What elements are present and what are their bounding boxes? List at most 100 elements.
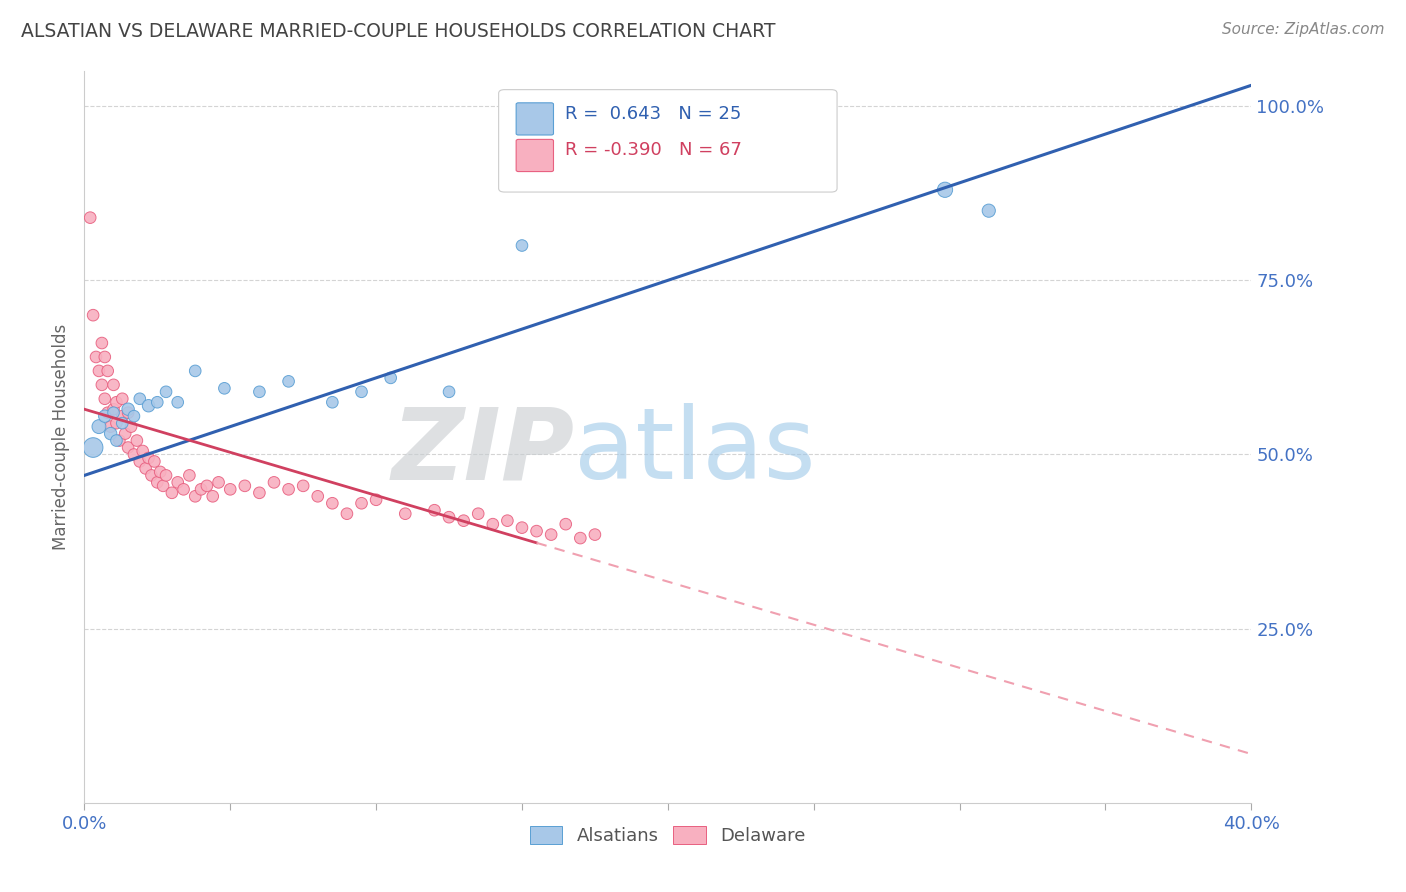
Point	[97, 406, 120, 420]
Point	[87, 364, 110, 378]
FancyBboxPatch shape	[516, 139, 554, 171]
Point	[138, 450, 160, 465]
Point	[496, 514, 519, 528]
Text: R =  0.643   N = 25: R = 0.643 N = 25	[565, 104, 741, 123]
Point	[249, 384, 271, 399]
Point	[108, 434, 131, 448]
Point	[155, 468, 177, 483]
Point	[437, 384, 460, 399]
Point	[166, 395, 188, 409]
Text: atlas: atlas	[575, 403, 815, 500]
Point	[214, 381, 236, 395]
Point	[467, 507, 489, 521]
Text: Source: ZipAtlas.com: Source: ZipAtlas.com	[1222, 22, 1385, 37]
Point	[120, 419, 142, 434]
Point	[152, 479, 174, 493]
Point	[350, 384, 373, 399]
Point	[103, 406, 125, 420]
Point	[128, 454, 150, 468]
Point	[201, 489, 224, 503]
Point	[117, 441, 139, 455]
Point	[111, 416, 134, 430]
Point	[249, 485, 271, 500]
Point	[128, 392, 150, 406]
Point	[141, 468, 163, 483]
Point	[111, 392, 134, 406]
Point	[132, 444, 155, 458]
Point	[87, 419, 110, 434]
Point	[117, 406, 139, 420]
Point	[569, 531, 592, 545]
Point	[94, 350, 117, 364]
Point	[105, 395, 128, 409]
Point	[160, 485, 183, 500]
Point	[146, 475, 169, 490]
Point	[125, 434, 148, 448]
Point	[117, 402, 139, 417]
Point	[146, 395, 169, 409]
Point	[94, 392, 117, 406]
Point	[195, 479, 218, 493]
Point	[135, 461, 157, 475]
Point	[482, 517, 505, 532]
Point	[105, 434, 128, 448]
Point	[277, 483, 299, 497]
Point	[190, 483, 212, 497]
Legend: Alsatians, Delaware: Alsatians, Delaware	[523, 819, 813, 852]
Point	[105, 416, 128, 430]
Point	[277, 375, 299, 389]
Point	[114, 426, 136, 441]
Point	[207, 475, 229, 490]
Point	[437, 510, 460, 524]
Point	[394, 507, 416, 521]
Point	[100, 419, 122, 434]
Text: ALSATIAN VS DELAWARE MARRIED-COUPLE HOUSEHOLDS CORRELATION CHART: ALSATIAN VS DELAWARE MARRIED-COUPLE HOUS…	[21, 22, 776, 41]
Point	[84, 350, 107, 364]
Point	[103, 377, 125, 392]
Point	[138, 399, 160, 413]
FancyBboxPatch shape	[499, 90, 837, 192]
Text: ZIP: ZIP	[391, 403, 575, 500]
Point	[149, 465, 172, 479]
Point	[510, 238, 533, 252]
Point	[292, 479, 315, 493]
Point	[540, 527, 562, 541]
Point	[184, 364, 207, 378]
Point	[350, 496, 373, 510]
Point	[94, 409, 117, 424]
Point	[155, 384, 177, 399]
Point	[97, 364, 120, 378]
Y-axis label: Married-couple Households: Married-couple Households	[52, 324, 70, 550]
Text: R = -0.390   N = 67: R = -0.390 N = 67	[565, 141, 742, 160]
Point	[510, 521, 533, 535]
Point	[233, 479, 256, 493]
Point	[263, 475, 285, 490]
Point	[423, 503, 446, 517]
Point	[179, 468, 201, 483]
FancyBboxPatch shape	[516, 103, 554, 135]
Point	[90, 336, 112, 351]
Point	[82, 441, 104, 455]
Point	[122, 448, 145, 462]
Point	[321, 496, 343, 510]
Point	[336, 507, 359, 521]
Point	[583, 527, 606, 541]
Point	[554, 517, 576, 532]
Point	[366, 492, 388, 507]
Point	[380, 371, 402, 385]
Point	[184, 489, 207, 503]
Point	[111, 409, 134, 424]
Point	[100, 426, 122, 441]
Point	[307, 489, 329, 503]
Point	[79, 211, 101, 225]
Point	[166, 475, 188, 490]
Point	[103, 402, 125, 417]
Point	[82, 308, 104, 322]
Point	[122, 409, 145, 424]
Point	[977, 203, 1000, 218]
Point	[453, 514, 475, 528]
Point	[90, 377, 112, 392]
Point	[526, 524, 548, 538]
Point	[934, 183, 956, 197]
Point	[173, 483, 195, 497]
